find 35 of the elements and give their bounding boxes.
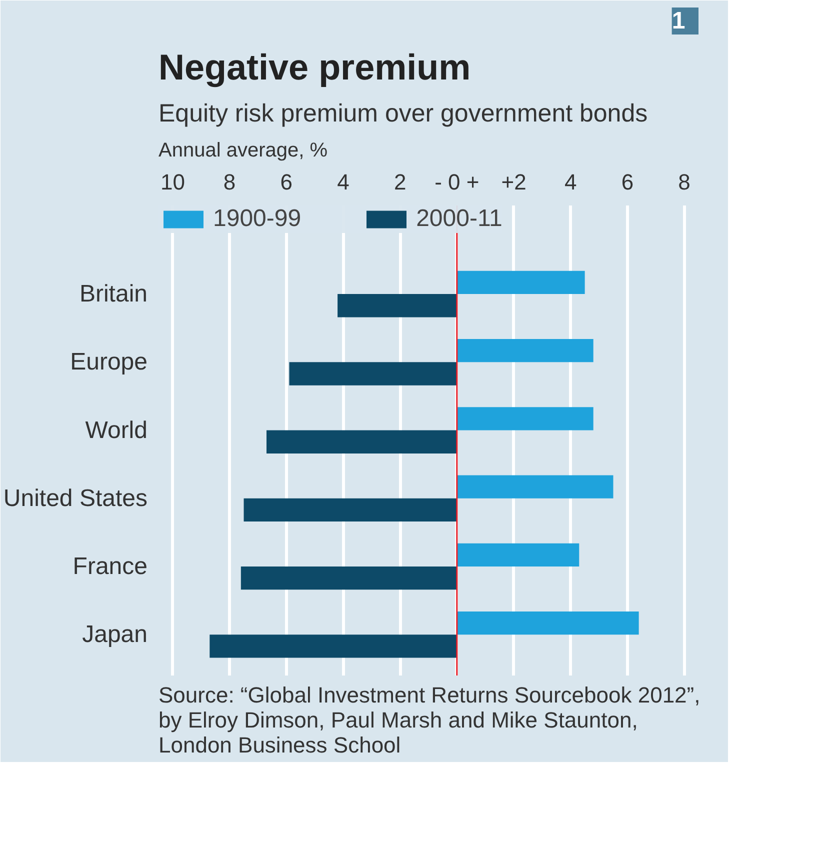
bar <box>210 634 457 658</box>
text: Annual average, % <box>158 140 328 162</box>
y-tick-label: Europe <box>70 348 148 376</box>
x-tick-label: 4 <box>564 170 577 194</box>
bar <box>456 475 614 498</box>
text: 1 <box>672 8 686 34</box>
x-tick-label: +2 <box>501 170 526 194</box>
bar <box>338 294 457 318</box>
bar <box>240 566 457 590</box>
x-tick-label: 4 <box>337 170 350 194</box>
bar <box>456 270 585 294</box>
bar <box>244 498 457 522</box>
x-tick-label: 8 <box>678 170 690 194</box>
source-note: Source: “Global Investment Returns Sourcebook 2012”, by Elroy Dimson, Paul Marsh and Mike Staunton, London Business School <box>158 682 700 758</box>
x-tick-label: 10 <box>160 170 185 194</box>
y-tick-label: United States <box>3 484 148 512</box>
x-tick-label: 8 <box>223 170 236 194</box>
y-tick-label: France <box>72 553 148 580</box>
x-tick-label: - 0 + <box>434 170 480 194</box>
bar <box>456 543 580 567</box>
bar <box>456 407 594 430</box>
y-tick-label: Britain <box>79 280 148 308</box>
x-tick-label: 6 <box>621 170 634 194</box>
legend-label: 1900-99 <box>213 205 302 233</box>
chart-subtitle: Equity risk premium over government bonds <box>158 100 648 128</box>
x-tick-label: 2 <box>394 170 406 194</box>
bar <box>289 362 457 386</box>
y-tick-label: Japan <box>82 621 148 648</box>
x-tick-label: 6 <box>280 170 293 194</box>
y-tick-label: World <box>85 416 148 444</box>
bar <box>456 339 594 362</box>
bar <box>266 430 457 454</box>
legend-label: 2000-11 <box>416 205 502 233</box>
chart-title: Negative premium <box>158 46 471 88</box>
bar <box>456 611 639 635</box>
